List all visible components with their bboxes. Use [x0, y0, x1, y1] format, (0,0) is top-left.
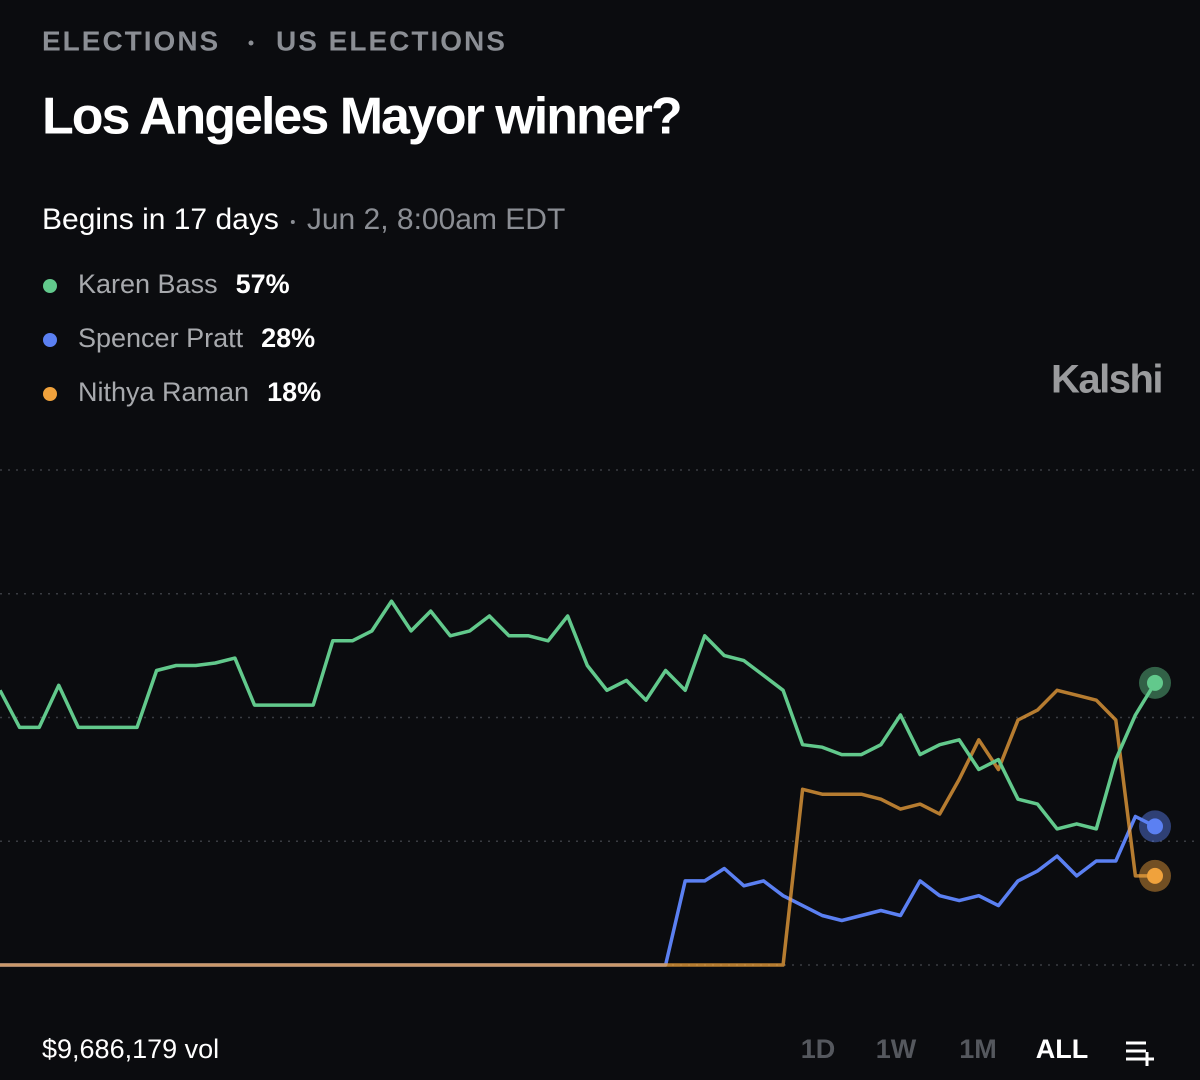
start-time: Jun 2, 8:00am EDT	[307, 203, 565, 236]
separator	[290, 220, 295, 224]
breadcrumb-item[interactable]: US ELECTIONS	[276, 25, 507, 56]
series-line	[0, 599, 1157, 831]
breadcrumb-separator	[248, 40, 254, 46]
range-button[interactable]: 1D	[801, 1034, 836, 1064]
legend-name: Spencer Pratt	[78, 323, 244, 353]
menu-icon[interactable]	[1126, 1041, 1154, 1066]
legend-value: 57%	[236, 269, 290, 299]
breadcrumb-item[interactable]: ELECTIONS	[42, 25, 220, 56]
legend-name: Nithya Raman	[78, 377, 249, 407]
legend-value: 28%	[261, 323, 315, 353]
legend-value: 18%	[267, 377, 321, 407]
range-button[interactable]: ALL	[1036, 1034, 1088, 1064]
status: Begins in 17 days	[42, 203, 279, 236]
end-marker	[1147, 867, 1163, 884]
end-marker	[1147, 818, 1163, 835]
range-button[interactable]: 1W	[876, 1034, 917, 1064]
legend-dot	[43, 279, 57, 293]
range-button[interactable]: 1M	[959, 1034, 997, 1064]
legend-name: Karen Bass	[78, 269, 218, 299]
legend-dot	[43, 333, 57, 347]
legend-dot	[43, 387, 57, 401]
volume: $9,686,179 vol	[42, 1034, 219, 1064]
market-title: Los Angeles Mayor winner?	[42, 88, 681, 146]
series-line	[0, 688, 1155, 967]
end-marker	[1147, 674, 1163, 691]
brand: Kalshi	[1051, 358, 1162, 402]
